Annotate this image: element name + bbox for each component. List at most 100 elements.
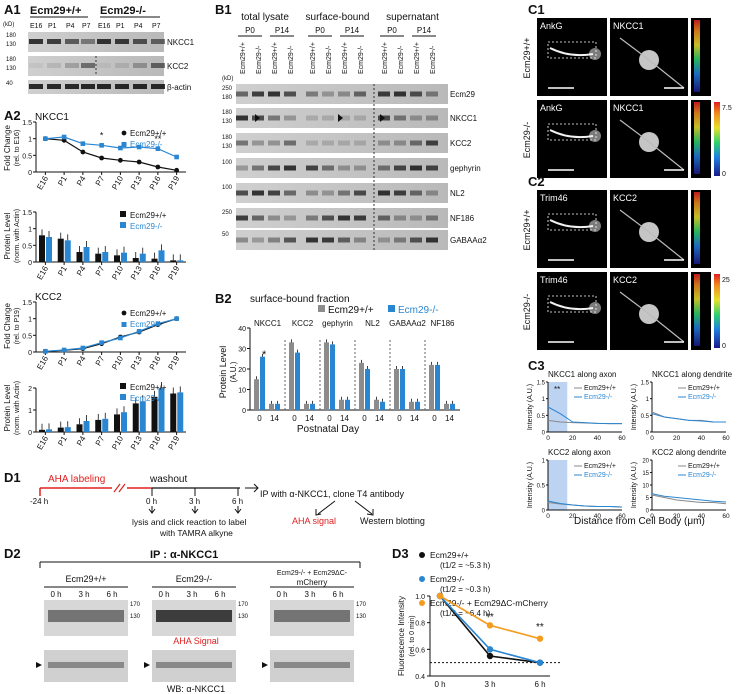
a2-line-wt	[45, 138, 177, 171]
x-tick-label: P13	[129, 434, 144, 451]
b1-kd-marker: 180	[222, 95, 233, 101]
c2-micrographs: Trim46 KCC2 Ecm29+/+ Trim46 KCC2 Ecm29-/- 25 0	[522, 190, 730, 350]
b1-kd-marker: 180	[222, 110, 233, 116]
d2-blots: Ecm29+/+ 0 h 3 h 6 h 170 130 Ecm29-/- 0 h 3 h 6 h…	[36, 570, 367, 694]
b2-bar-ko	[345, 399, 350, 410]
b1-band	[236, 140, 248, 146]
a1-kd-label: (kD)	[3, 22, 14, 28]
d1-time-minus24: -24 h	[30, 497, 48, 506]
b1-band	[252, 190, 264, 196]
x-tick-label: P16	[148, 174, 163, 191]
b1-band	[394, 115, 406, 121]
legend-label-ko: Ecm29-/-	[584, 394, 613, 401]
a1-band	[115, 63, 129, 68]
c3-ylabel: Intensity (A.U.)	[527, 384, 534, 430]
x-tick-label: 20	[673, 513, 681, 520]
y-tick-label: 1	[646, 397, 650, 403]
b1-lane-label: Ecm29-/-	[256, 45, 263, 74]
x-tick-label: P19	[166, 354, 181, 371]
b2-bar-wt	[339, 399, 344, 410]
x-tick-label: P10	[110, 264, 125, 281]
b2-x-tick-label: 14	[375, 414, 384, 423]
x-tick-label: 40	[594, 435, 602, 442]
c1-micrographs: AnkG NKCC1 Ecm29+/+ AnkG NKCC1 Ecm29-/- 7.5 0	[522, 18, 732, 178]
b1-band	[284, 115, 296, 121]
a1-lane-label: P7	[82, 23, 91, 30]
d2-group-label: Ecm29+/+	[65, 574, 106, 584]
y-tick-label: 20	[238, 367, 246, 374]
a2-bar-wt	[132, 258, 139, 262]
b1-age-label: P0	[245, 26, 255, 35]
b2-bar-wt	[254, 379, 259, 410]
a1-blot-strip	[28, 32, 164, 52]
a1-band	[151, 84, 165, 89]
b1-lane-label: Ecm29+/+	[272, 42, 279, 74]
legend-marker-ko	[120, 222, 126, 228]
legend-label-ko: Ecm29-/-	[130, 320, 163, 329]
panel-a1: A1 Ecm29+/+ Ecm29-/- (kD) E16 P1 P4 P7 E16 P1…	[3, 2, 195, 94]
d2-arrowhead	[36, 662, 42, 668]
y-tick-label: 0	[542, 431, 546, 437]
a2-bar-ko	[177, 392, 184, 432]
heat-strip	[694, 192, 700, 264]
d1-ip-text: IP with α-NKCC1, clone T4 antibody	[260, 489, 404, 499]
b1-band	[338, 140, 350, 146]
b2-bar-wt	[374, 399, 379, 410]
legend-label-wt: Ecm29+/+	[584, 385, 616, 392]
a1-band	[29, 63, 43, 68]
stain-label-right: NKCC1	[613, 103, 644, 113]
d2-time-label: 3 h	[186, 590, 197, 599]
b1-band	[354, 215, 366, 221]
b1-band	[322, 115, 334, 121]
b1-band	[322, 140, 334, 146]
d2-group-label: Ecm29-/- + Ecm29ΔC-	[277, 570, 348, 577]
b1-band	[426, 91, 438, 97]
x-tick-label: E16	[35, 264, 50, 281]
b2-bar-wt	[394, 369, 399, 410]
x-tick-label: 60	[722, 513, 730, 520]
colorbar-min: 0	[722, 343, 726, 350]
d2-kd-marker: 170	[356, 602, 367, 608]
b1-lane-label: Ecm29+/+	[310, 42, 317, 74]
colorbar-min: 0	[722, 171, 726, 178]
a2-point-ko	[136, 329, 142, 334]
y-tick-label: 30	[238, 347, 246, 354]
d2-wb-band	[48, 662, 124, 668]
y-tick-label: 1.5	[641, 381, 650, 387]
y-tick-label: 0.5	[537, 484, 546, 490]
b2-ylabel-sub: (A.U.)	[229, 361, 238, 382]
y-tick-label: 15	[642, 471, 649, 477]
a2-point-wt	[117, 157, 123, 163]
x-tick-label: P4	[75, 264, 88, 277]
b1-band	[252, 165, 264, 171]
b1-band	[410, 140, 422, 146]
b2-x-tick-label: 14	[305, 414, 314, 423]
b1-band	[236, 115, 248, 121]
legend-marker-wt	[318, 305, 325, 312]
b2-bar-wt	[359, 362, 364, 410]
b1-blot-strip	[236, 158, 448, 178]
a1-genotype-ko: Ecm29-/-	[100, 5, 146, 17]
legend-label-ko: Ecm29-/-	[584, 472, 613, 479]
x-tick-label: P7	[94, 434, 107, 447]
d1-time-3: 3 h	[189, 497, 200, 506]
b1-band	[284, 237, 296, 243]
row-genotype-label: Ecm29-/-	[522, 294, 532, 331]
a2-bar-wt	[76, 252, 83, 262]
d1-time-6: 6 h	[232, 497, 243, 506]
y-tick-label: 20	[642, 459, 649, 465]
d2-wb-band	[156, 662, 232, 668]
panel-b2: B2 surface-bound fraction 0 10 20 30 40 Prote…	[215, 291, 460, 435]
a2-bar-ko	[177, 260, 184, 262]
y-tick-label: 5	[646, 496, 650, 502]
b2-significance: *	[262, 349, 267, 361]
b1-band	[306, 215, 318, 221]
b1-row-label: NF186	[450, 214, 475, 223]
a2-line-ko	[45, 318, 177, 352]
b1-band	[394, 91, 406, 97]
a1-band	[115, 39, 129, 44]
y-tick-label: 40	[238, 326, 246, 333]
b1-band	[426, 115, 438, 121]
b1-row-label: gephyrin	[450, 164, 481, 173]
